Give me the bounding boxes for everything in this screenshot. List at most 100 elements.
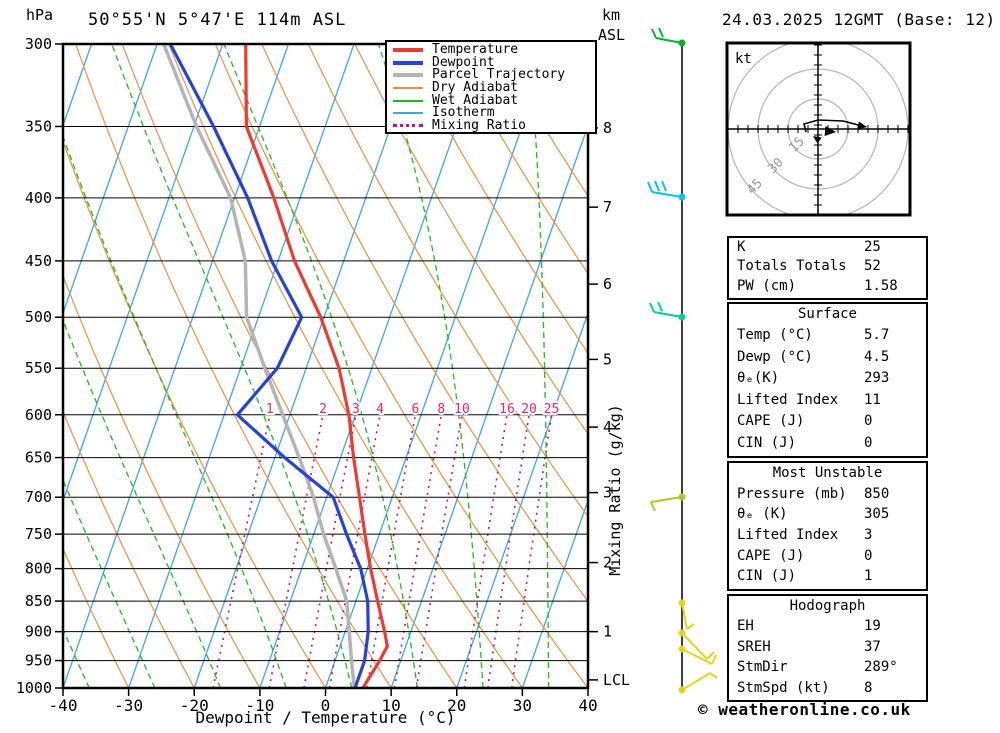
svg-text:30: 30	[513, 696, 532, 715]
mixing-ratio-axis-label: Mixing Ratio (g/kg)	[606, 404, 624, 576]
table-row-label: StmSpd (kt)	[737, 679, 830, 696]
table-row-label: Lifted Index	[737, 391, 839, 408]
wet-adiabat-lines	[63, 44, 550, 688]
table-row-label: EH	[737, 618, 754, 635]
altitude-unit-asl-label: ASL	[598, 26, 626, 44]
svg-text:8: 8	[437, 402, 445, 417]
svg-text:700: 700	[25, 488, 52, 506]
chart-legend: Temperature Dewpoint Parcel Trajectory Dry …	[385, 40, 597, 134]
svg-text:6: 6	[603, 275, 612, 293]
wind-barb	[678, 672, 718, 694]
table-row: SREH 37	[729, 637, 926, 657]
svg-text:4: 4	[603, 418, 612, 436]
wind-barb	[649, 301, 686, 321]
svg-text:45: 45	[744, 176, 766, 198]
svg-text:20: 20	[447, 696, 466, 715]
indices-table: K 25 Totals Totals 52 PW (cm) 1.58	[727, 236, 928, 300]
wind-barb	[651, 27, 686, 47]
table-row-value: 25	[864, 239, 881, 255]
table-row-label: StmDir	[737, 659, 788, 676]
table-row: Totals Totals 52	[729, 257, 926, 276]
hodograph-frame	[725, 41, 912, 217]
mixing-ratio-lines	[212, 403, 554, 688]
svg-text:650: 650	[25, 449, 52, 467]
legend-line-sample	[393, 87, 423, 90]
svg-text:300: 300	[25, 35, 52, 53]
pressure-axis-labels: 300 350 400 450 500 550 600 650 700 750 800 850 900 9…	[16, 35, 63, 697]
svg-text:500: 500	[25, 308, 52, 326]
table-row-value: 4.5	[864, 348, 890, 365]
svg-text:16: 16	[499, 402, 515, 417]
legend-item: Wet Adiabat	[393, 94, 595, 107]
svg-text:40: 40	[578, 696, 597, 715]
wind-barb	[647, 180, 686, 201]
table-row-label: K	[737, 239, 746, 255]
table-row-value: 0	[864, 434, 873, 451]
svg-text:-10: -10	[245, 696, 274, 715]
svg-text:850: 850	[25, 592, 52, 610]
svg-text:8: 8	[603, 119, 612, 137]
svg-text:400: 400	[25, 189, 52, 207]
table-row-label: Dewp (°C)	[737, 348, 813, 365]
legend-item-label: Wet Adiabat	[432, 92, 519, 108]
table-row: CIN (J) 0	[729, 433, 926, 454]
dewpoint-curve	[168, 44, 370, 688]
dry-adiabat-lines	[63, 44, 588, 688]
table-row: CAPE (J) 0	[729, 546, 926, 567]
table-row: θₑ(K) 293	[729, 368, 926, 389]
table-row-label: Temp (°C)	[737, 327, 813, 344]
legend-line-sample	[393, 124, 423, 128]
svg-text:4: 4	[376, 402, 384, 417]
table-section-header: Surface	[797, 306, 857, 322]
table-row: Lifted Index 11	[729, 390, 926, 411]
table-row: StmDir 289°	[729, 657, 926, 677]
svg-text:3: 3	[603, 484, 612, 502]
table-section-header: Most Unstable	[772, 465, 883, 481]
table-row-value: 37	[864, 638, 881, 655]
table-row-label: CIN (J)	[737, 568, 797, 585]
altitude-unit-km-label: km	[602, 6, 621, 24]
legend-item-label: Temperature	[432, 42, 519, 58]
table-row-label: CAPE (J)	[737, 547, 805, 564]
table-row-label: SREH	[737, 638, 771, 655]
svg-text:-30: -30	[114, 696, 143, 715]
table-row-value: 305	[864, 506, 890, 523]
svg-text:1: 1	[266, 402, 274, 417]
svg-text:20: 20	[521, 402, 537, 417]
table-row-label: PW (cm)	[737, 277, 797, 294]
table-row-value: 19	[864, 618, 881, 635]
svg-text:550: 550	[25, 359, 52, 377]
svg-text:-20: -20	[180, 696, 209, 715]
legend-item-label: Isotherm	[432, 105, 495, 121]
svg-text:25: 25	[544, 402, 560, 417]
legend-line-sample	[393, 73, 423, 78]
table-row-value: 1	[864, 568, 873, 585]
temperature-axis-labels: -40 -30 -20 -10 0 10 20 30 40	[49, 688, 598, 715]
indices-table: Surface Temp (°C) 5.7 Dewp (°C) 4.5 θₑ(K) 293 L…	[727, 302, 928, 458]
svg-text:950: 950	[25, 652, 52, 670]
svg-text:1000: 1000	[16, 679, 52, 697]
legend-line-sample	[393, 99, 423, 102]
legend-item-label: Dewpoint	[432, 54, 495, 70]
table-row-label: θₑ (K)	[737, 506, 788, 523]
temperature-curve	[244, 44, 389, 688]
svg-text:800: 800	[25, 560, 52, 578]
svg-text:30: 30	[765, 155, 787, 177]
legend-line-sample	[393, 60, 423, 65]
svg-text:0: 0	[321, 696, 331, 715]
run-date-label: 24.03.2025 12GMT (Base: 12)	[722, 10, 996, 29]
table-row-label: Totals Totals	[737, 258, 847, 275]
svg-text:7: 7	[603, 198, 612, 216]
legend-item-label: Dry Adiabat	[432, 80, 519, 96]
table-row: PW (cm) 1.58	[729, 277, 926, 296]
table-section-header: Hodograph	[789, 598, 866, 614]
legend-line-sample	[393, 48, 423, 53]
svg-text:900: 900	[25, 623, 52, 641]
table-row-value: 52	[864, 258, 881, 275]
indices-table: Most Unstable Pressure (mb) 850 θₑ (K) 305 Li…	[727, 461, 928, 591]
legend-item: Dry Adiabat	[393, 80, 595, 96]
svg-text:-40: -40	[49, 696, 78, 715]
